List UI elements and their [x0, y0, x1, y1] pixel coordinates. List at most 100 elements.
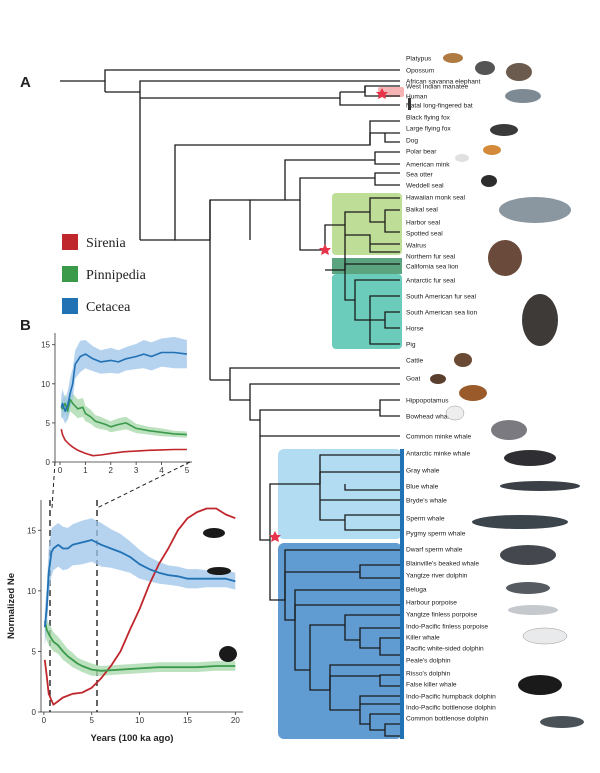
tree-branch-chiroptera — [140, 120, 400, 241]
species-label: Pig — [406, 341, 416, 348]
legend-swatch-cetacea — [62, 298, 78, 314]
tree-branch-pinnipedia-stem — [299, 200, 325, 251]
y-tick-label: 0 — [32, 708, 37, 717]
cetacea-star-marker — [269, 531, 281, 542]
species-label: Antarctic minke whale — [406, 450, 470, 457]
series-line-sirenia — [43, 507, 236, 706]
species-label: Blainville's beaked whale — [406, 560, 479, 567]
tree-branch-pteropodidae — [369, 132, 400, 145]
band-pinnipedia — [44, 609, 236, 676]
tree-branch-delphininae — [359, 710, 400, 737]
polar-bear-icon — [455, 154, 469, 162]
y-tick-label: 15 — [41, 341, 50, 350]
species-label: Beluga — [406, 586, 427, 593]
x-tick-label: 0 — [42, 716, 47, 725]
legend: Sirenia Pinnipedia Cetacea — [62, 234, 147, 315]
legend-label-sirenia: Sirenia — [86, 236, 126, 251]
clade-highlight-boxes — [278, 87, 404, 739]
tree-branch-cetacea-stem — [259, 436, 270, 541]
opossum-icon — [475, 61, 495, 75]
species-label: Indo-Pacific bottlenose dolphin — [406, 704, 496, 711]
tree-branch-laurasiatheria — [175, 199, 251, 241]
zoom-line-right — [96, 461, 191, 509]
sea-otter-icon — [481, 175, 497, 187]
species-label: Bryde's whale — [406, 497, 447, 504]
species-label: Antarctic fur seal — [406, 277, 456, 284]
species-label: Opossum — [406, 67, 435, 74]
x-tick-label: 0 — [58, 466, 63, 475]
species-label: Killer whale — [406, 634, 440, 641]
species-label: Sea otter — [406, 171, 434, 178]
main-x-axis-label: Years (100 ka ago) — [91, 733, 174, 744]
beaked-whale-icon — [506, 582, 550, 594]
tree-branch-lagenorhynchus — [329, 674, 400, 690]
tree-branch-delphinoidea — [294, 614, 400, 671]
odontoceti-clade-box — [278, 543, 402, 739]
x-tick-label: 1 — [83, 466, 88, 475]
species-label: Goat — [406, 375, 420, 382]
blue-whale-icon — [472, 515, 568, 529]
band-cetacea — [44, 518, 236, 646]
phylogenetic-tree — [60, 69, 400, 737]
mysticeti-clade-box — [278, 449, 402, 539]
species-label: California sea lion — [406, 263, 459, 270]
tree-branch-lipotidae — [294, 604, 400, 620]
series-line-pinnipedia — [43, 620, 236, 672]
x-tick-label: 4 — [159, 466, 164, 475]
legend-label-pinnipedia: Pinnipedia — [86, 268, 147, 283]
sperm-whale-icon — [500, 545, 556, 565]
x-tick-label: 3 — [134, 466, 139, 475]
tree-branch-afrotheria-euarchonta — [140, 92, 341, 99]
species-label: Harbor seal — [406, 219, 441, 226]
species-label: Hawaiian monk seal — [406, 194, 466, 201]
species-label: Gray whale — [406, 467, 440, 474]
y-tick-label: 0 — [46, 458, 51, 467]
x-tick-label: 5 — [185, 466, 190, 475]
species-label: Human — [406, 93, 428, 100]
seal-icon — [499, 197, 571, 223]
killer-whale-icon — [518, 675, 562, 695]
tree-branch-canidae-ursidae — [250, 151, 400, 201]
x-tick-label: 10 — [135, 716, 144, 725]
tree-branch-platypus — [60, 69, 400, 82]
branch-markers — [269, 88, 388, 542]
tree-branch-horse — [210, 367, 400, 381]
species-label: Blue whale — [406, 483, 439, 490]
inset-plot-area — [60, 336, 187, 457]
species-label: Sperm whale — [406, 515, 445, 522]
zoom-line-left — [51, 461, 56, 509]
tree-branch-monachinae — [344, 197, 400, 233]
tree-branch-balaenopteridae-1 — [319, 471, 400, 491]
species-label: Yangtze finless porpoise — [406, 611, 478, 618]
y-tick-label: 5 — [32, 647, 37, 656]
x-tick-label: 15 — [183, 716, 192, 725]
main-y-axis-label: Normalized Ne — [6, 573, 17, 639]
dog-icon — [483, 145, 501, 155]
species-label: African savanna elephant — [406, 78, 481, 85]
platypus-icon — [443, 53, 463, 63]
species-label: Cattle — [406, 357, 424, 364]
species-label: Harbour porpoise — [406, 599, 457, 606]
species-label: Yangtze river dolphin — [406, 572, 468, 579]
sirenia-star-marker — [376, 88, 388, 99]
species-label: South American sea lion — [406, 309, 477, 316]
tree-branch-balaenopteridae-2 — [319, 500, 400, 531]
legend-swatch-pinnipedia — [62, 266, 78, 282]
series-line-cetacea — [60, 351, 187, 412]
species-label: Spotted seal — [406, 230, 443, 237]
yangtze-dolphin-icon — [508, 605, 558, 615]
otariidae-clade-box — [332, 274, 402, 349]
y-tick-label: 15 — [27, 526, 36, 535]
species-label: Platypus — [406, 55, 432, 62]
species-label: Hippopotamus — [406, 397, 449, 404]
species-label: Common bottlenose dolphin — [406, 715, 488, 722]
main-plot-area — [43, 507, 236, 706]
odobenidae-clade-box — [332, 258, 402, 274]
tree-branch-pig — [229, 380, 400, 401]
sea-lion-icon — [522, 294, 558, 346]
series-line-sirenia — [60, 429, 187, 457]
species-label: Indo-Pacific humpback dolphin — [406, 693, 496, 700]
species-label: False killer whale — [406, 681, 457, 688]
human-icon — [408, 98, 411, 110]
